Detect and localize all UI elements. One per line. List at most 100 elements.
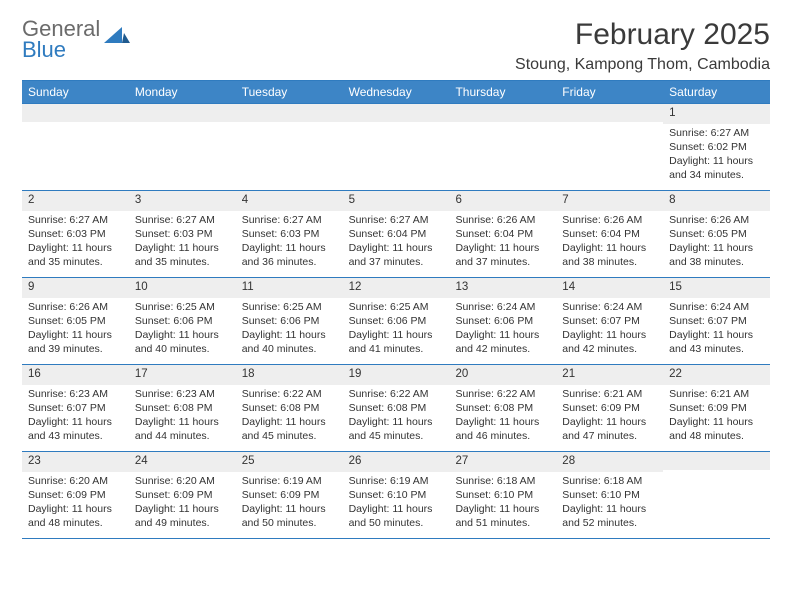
day-number: 23 — [22, 452, 129, 472]
day-number: 26 — [343, 452, 450, 472]
day-sunset: Sunset: 6:08 PM — [455, 401, 550, 415]
day-daylight: Daylight: 11 hours and 34 minutes. — [669, 154, 764, 182]
day-sunrise: Sunrise: 6:22 AM — [349, 387, 444, 401]
day-number: 28 — [556, 452, 663, 472]
day-sunrise: Sunrise: 6:27 AM — [242, 213, 337, 227]
day-daylight: Daylight: 11 hours and 38 minutes. — [562, 241, 657, 269]
day-sunrise: Sunrise: 6:27 AM — [135, 213, 230, 227]
day-sunrise: Sunrise: 6:25 AM — [349, 300, 444, 314]
day-cell: 19Sunrise: 6:22 AMSunset: 6:08 PMDayligh… — [343, 365, 450, 451]
day-number — [129, 104, 236, 122]
day-body: Sunrise: 6:19 AMSunset: 6:10 PMDaylight:… — [343, 472, 450, 535]
day-sunrise: Sunrise: 6:26 AM — [455, 213, 550, 227]
day-sunset: Sunset: 6:09 PM — [28, 488, 123, 502]
week-row: 2Sunrise: 6:27 AMSunset: 6:03 PMDaylight… — [22, 190, 770, 277]
day-number: 4 — [236, 191, 343, 211]
day-number: 15 — [663, 278, 770, 298]
weeks-container: 1Sunrise: 6:27 AMSunset: 6:02 PMDaylight… — [22, 103, 770, 538]
weekday-label: Friday — [556, 81, 663, 103]
day-body: Sunrise: 6:27 AMSunset: 6:03 PMDaylight:… — [22, 211, 129, 274]
day-sunset: Sunset: 6:09 PM — [562, 401, 657, 415]
day-cell: 6Sunrise: 6:26 AMSunset: 6:04 PMDaylight… — [449, 191, 556, 277]
day-daylight: Daylight: 11 hours and 44 minutes. — [135, 415, 230, 443]
day-sunrise: Sunrise: 6:26 AM — [28, 300, 123, 314]
day-sunrise: Sunrise: 6:27 AM — [28, 213, 123, 227]
day-body: Sunrise: 6:25 AMSunset: 6:06 PMDaylight:… — [236, 298, 343, 361]
day-cell: 8Sunrise: 6:26 AMSunset: 6:05 PMDaylight… — [663, 191, 770, 277]
day-cell: 14Sunrise: 6:24 AMSunset: 6:07 PMDayligh… — [556, 278, 663, 364]
day-sunrise: Sunrise: 6:20 AM — [28, 474, 123, 488]
weekday-label: Tuesday — [236, 81, 343, 103]
week-row: 16Sunrise: 6:23 AMSunset: 6:07 PMDayligh… — [22, 364, 770, 451]
day-number — [663, 452, 770, 470]
day-sunrise: Sunrise: 6:18 AM — [455, 474, 550, 488]
day-cell — [22, 104, 129, 190]
day-cell: 16Sunrise: 6:23 AMSunset: 6:07 PMDayligh… — [22, 365, 129, 451]
week-row: 1Sunrise: 6:27 AMSunset: 6:02 PMDaylight… — [22, 103, 770, 190]
day-cell: 17Sunrise: 6:23 AMSunset: 6:08 PMDayligh… — [129, 365, 236, 451]
day-body: Sunrise: 6:23 AMSunset: 6:07 PMDaylight:… — [22, 385, 129, 448]
month-title: February 2025 — [515, 18, 770, 52]
day-number: 5 — [343, 191, 450, 211]
day-sunrise: Sunrise: 6:23 AM — [135, 387, 230, 401]
day-sunset: Sunset: 6:03 PM — [242, 227, 337, 241]
day-cell: 24Sunrise: 6:20 AMSunset: 6:09 PMDayligh… — [129, 452, 236, 538]
day-sunset: Sunset: 6:05 PM — [669, 227, 764, 241]
day-cell: 25Sunrise: 6:19 AMSunset: 6:09 PMDayligh… — [236, 452, 343, 538]
day-sunset: Sunset: 6:07 PM — [562, 314, 657, 328]
day-sunset: Sunset: 6:06 PM — [135, 314, 230, 328]
day-number: 9 — [22, 278, 129, 298]
day-daylight: Daylight: 11 hours and 35 minutes. — [28, 241, 123, 269]
day-cell: 21Sunrise: 6:21 AMSunset: 6:09 PMDayligh… — [556, 365, 663, 451]
day-sunset: Sunset: 6:08 PM — [242, 401, 337, 415]
day-cell — [343, 104, 450, 190]
day-number: 20 — [449, 365, 556, 385]
day-cell — [236, 104, 343, 190]
day-number — [449, 104, 556, 122]
day-sunset: Sunset: 6:03 PM — [28, 227, 123, 241]
day-number — [556, 104, 663, 122]
day-number: 3 — [129, 191, 236, 211]
week-row: 23Sunrise: 6:20 AMSunset: 6:09 PMDayligh… — [22, 451, 770, 538]
day-body: Sunrise: 6:20 AMSunset: 6:09 PMDaylight:… — [129, 472, 236, 535]
day-daylight: Daylight: 11 hours and 48 minutes. — [28, 502, 123, 530]
day-sunrise: Sunrise: 6:27 AM — [669, 126, 764, 140]
day-sunrise: Sunrise: 6:21 AM — [562, 387, 657, 401]
header: General Blue February 2025 Stoung, Kampo… — [22, 18, 770, 74]
day-cell: 9Sunrise: 6:26 AMSunset: 6:05 PMDaylight… — [22, 278, 129, 364]
day-number: 13 — [449, 278, 556, 298]
day-sunrise: Sunrise: 6:21 AM — [669, 387, 764, 401]
day-daylight: Daylight: 11 hours and 45 minutes. — [242, 415, 337, 443]
day-daylight: Daylight: 11 hours and 35 minutes. — [135, 241, 230, 269]
day-number: 11 — [236, 278, 343, 298]
day-number: 18 — [236, 365, 343, 385]
day-body: Sunrise: 6:26 AMSunset: 6:04 PMDaylight:… — [556, 211, 663, 274]
day-body: Sunrise: 6:24 AMSunset: 6:07 PMDaylight:… — [663, 298, 770, 361]
logo: General Blue — [22, 18, 130, 61]
day-sunrise: Sunrise: 6:18 AM — [562, 474, 657, 488]
day-number: 12 — [343, 278, 450, 298]
day-sunrise: Sunrise: 6:19 AM — [349, 474, 444, 488]
day-cell — [449, 104, 556, 190]
day-sunset: Sunset: 6:02 PM — [669, 140, 764, 154]
weekday-label: Monday — [129, 81, 236, 103]
day-daylight: Daylight: 11 hours and 42 minutes. — [562, 328, 657, 356]
day-sunset: Sunset: 6:09 PM — [669, 401, 764, 415]
day-sunrise: Sunrise: 6:27 AM — [349, 213, 444, 227]
day-daylight: Daylight: 11 hours and 46 minutes. — [455, 415, 550, 443]
day-body: Sunrise: 6:24 AMSunset: 6:06 PMDaylight:… — [449, 298, 556, 361]
day-sunset: Sunset: 6:09 PM — [135, 488, 230, 502]
day-body: Sunrise: 6:21 AMSunset: 6:09 PMDaylight:… — [556, 385, 663, 448]
day-number: 16 — [22, 365, 129, 385]
day-number: 19 — [343, 365, 450, 385]
day-cell: 3Sunrise: 6:27 AMSunset: 6:03 PMDaylight… — [129, 191, 236, 277]
day-body: Sunrise: 6:20 AMSunset: 6:09 PMDaylight:… — [22, 472, 129, 535]
day-cell — [663, 452, 770, 538]
day-sunset: Sunset: 6:08 PM — [135, 401, 230, 415]
day-sunrise: Sunrise: 6:19 AM — [242, 474, 337, 488]
day-cell: 4Sunrise: 6:27 AMSunset: 6:03 PMDaylight… — [236, 191, 343, 277]
day-body: Sunrise: 6:22 AMSunset: 6:08 PMDaylight:… — [449, 385, 556, 448]
day-sunset: Sunset: 6:10 PM — [562, 488, 657, 502]
day-sunrise: Sunrise: 6:24 AM — [455, 300, 550, 314]
day-number: 25 — [236, 452, 343, 472]
